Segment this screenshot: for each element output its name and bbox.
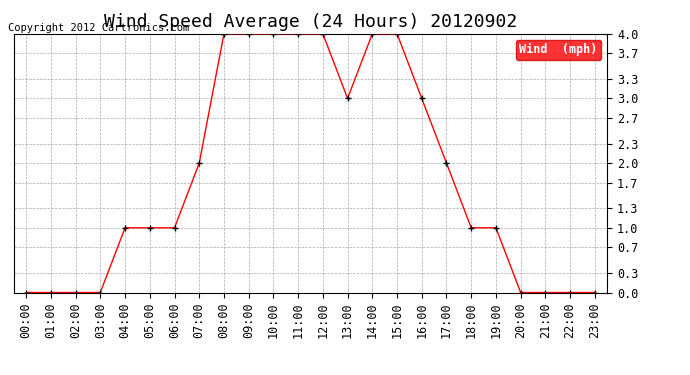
Title: Wind Speed Average (24 Hours) 20120902: Wind Speed Average (24 Hours) 20120902 (104, 13, 517, 31)
Text: Copyright 2012 Cartronics.com: Copyright 2012 Cartronics.com (8, 23, 189, 33)
Legend: Wind  (mph): Wind (mph) (516, 40, 601, 60)
